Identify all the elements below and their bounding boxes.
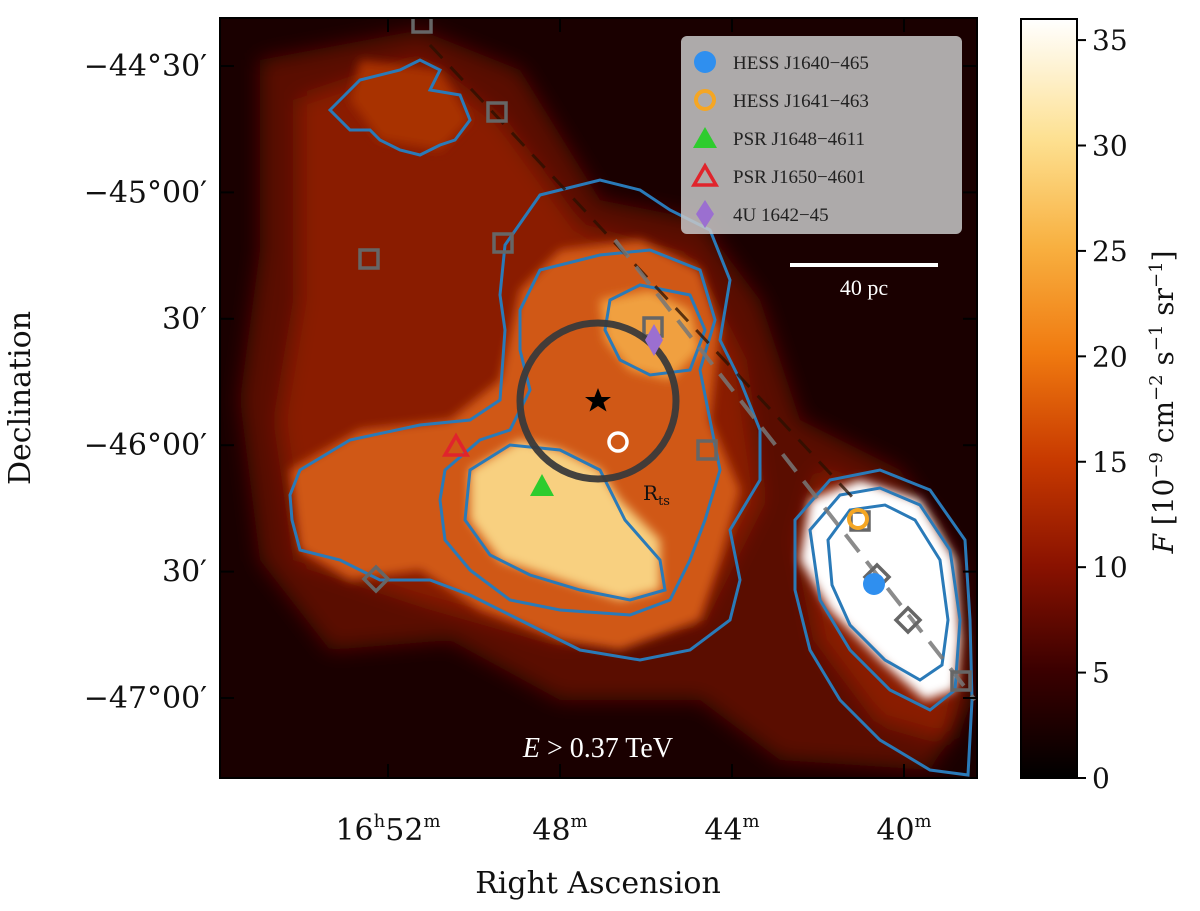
rts-circle: [516, 319, 680, 483]
legend-marker: [690, 162, 720, 187]
x-tick-label: 40m: [876, 811, 931, 848]
colorbar-label: F [10−9 cm−2 s−1 sr−1]: [1146, 250, 1180, 554]
legend-marker: [694, 89, 716, 111]
scale-bar-label: 40 pc: [840, 275, 889, 300]
colorbar-tick-label: 25: [1092, 235, 1128, 268]
colorbar-ticks: 0 5 10 15 20 25 30 35: [1077, 24, 1128, 795]
legend-label: HESS J1640−465: [733, 53, 869, 74]
center-star-marker: [585, 388, 611, 412]
axis-ticks: [220, 18, 977, 778]
x-tick-label: 44m: [704, 811, 759, 848]
plot-frame: [219, 17, 978, 779]
colorbar-tick-label: 5: [1092, 657, 1110, 690]
x-tick-labels: 16h52m 48m 44m 40m: [335, 811, 931, 848]
legend-label: PSR J1648−4611: [733, 129, 865, 150]
colorbar-tick-label: 30: [1092, 130, 1128, 163]
legend-label: PSR J1650−4601: [733, 167, 866, 188]
y-tick-labels: −44°30′ −45°00′ 30′ −46°00′ 30′ −47°00′: [84, 49, 207, 716]
y-axis-label: Declination: [3, 311, 38, 485]
center-small-circle: [607, 431, 629, 453]
energy-label: E > 0.37 TeV: [522, 733, 673, 764]
colorbar-tick-label: 15: [1092, 446, 1128, 479]
x-tick-label: 16h52m: [335, 811, 440, 848]
source-marker-psr-j1648: [530, 474, 554, 496]
y-tick-label: −46°00′: [84, 428, 207, 463]
rts-label: Rts: [643, 481, 670, 509]
y-tick-label: −45°00′: [84, 175, 207, 210]
contours: [288, 58, 974, 777]
legend-marker: [694, 51, 716, 73]
y-tick-label: 30′: [162, 555, 207, 590]
colorbar-tick-label: 35: [1092, 24, 1128, 57]
colorbar-tick-label: 10: [1092, 551, 1128, 584]
legend-marker: [696, 200, 714, 228]
legend-label: HESS J1641−463: [733, 91, 869, 112]
legend: HESS J1640−465 HESS J1641−463 PSR J1648−46…: [681, 36, 962, 234]
colorbar: [1020, 18, 1078, 779]
y-tick-label: −47°00′: [84, 681, 207, 716]
source-marker-4u-1642: [645, 324, 663, 356]
y-tick-label: −44°30′: [84, 49, 207, 84]
x-axis-label: Right Ascension: [475, 866, 721, 901]
source-marker-hess-j1640: [863, 573, 885, 595]
legend-label: 4U 1642−45: [733, 205, 829, 226]
source-marker-hess-j1641: [847, 508, 869, 530]
y-tick-label: 30′: [162, 302, 207, 337]
source-marker-psr-j1650: [441, 432, 471, 457]
legend-marker: [693, 127, 717, 148]
colorbar-tick-label: 0: [1092, 762, 1110, 795]
x-tick-label: 48m: [532, 811, 587, 848]
colorbar-tick-label: 20: [1092, 340, 1128, 373]
